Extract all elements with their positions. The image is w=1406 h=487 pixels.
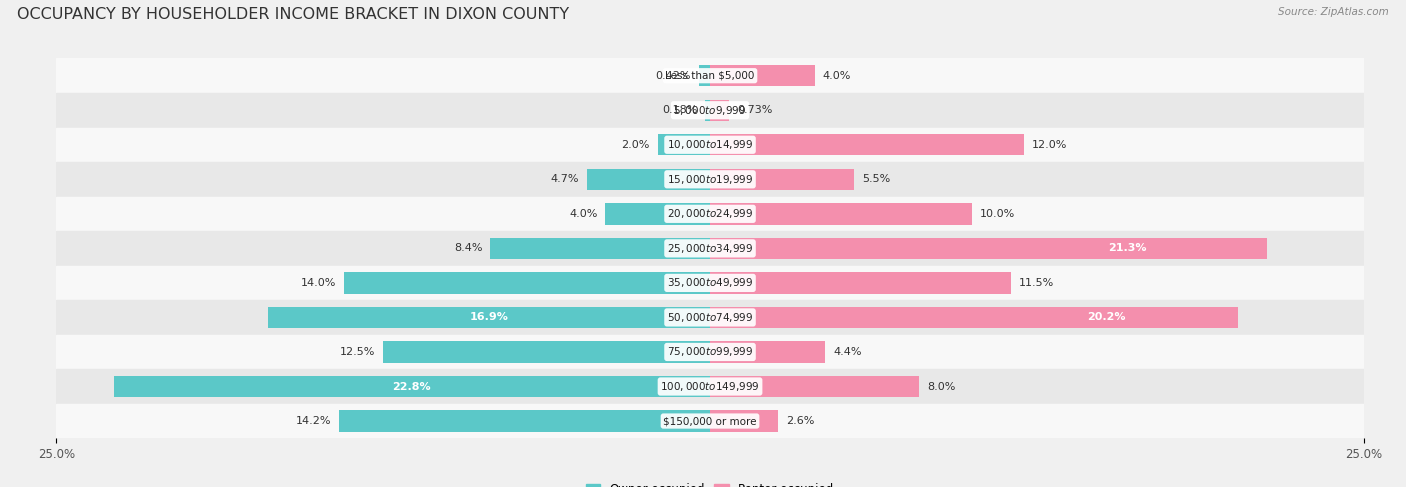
Text: 20.2%: 20.2% bbox=[1087, 313, 1125, 322]
Text: 4.0%: 4.0% bbox=[823, 71, 851, 81]
Bar bbox=[114, 376, 710, 397]
Text: 4.0%: 4.0% bbox=[569, 209, 598, 219]
Bar bbox=[56, 162, 1364, 197]
Text: $10,000 to $14,999: $10,000 to $14,999 bbox=[666, 138, 754, 151]
Text: 22.8%: 22.8% bbox=[392, 381, 432, 392]
Text: 12.5%: 12.5% bbox=[340, 347, 375, 357]
Text: 0.42%: 0.42% bbox=[655, 71, 692, 81]
Text: 5.5%: 5.5% bbox=[862, 174, 890, 184]
Bar bbox=[56, 93, 1364, 128]
Bar bbox=[56, 128, 1364, 162]
Text: 2.6%: 2.6% bbox=[786, 416, 814, 426]
Bar bbox=[56, 265, 1364, 300]
Text: $15,000 to $19,999: $15,000 to $19,999 bbox=[666, 173, 754, 186]
Bar bbox=[344, 272, 710, 294]
Bar bbox=[710, 134, 1024, 155]
Bar bbox=[710, 341, 825, 363]
Bar bbox=[56, 300, 1364, 335]
Text: 0.18%: 0.18% bbox=[662, 105, 697, 115]
Bar bbox=[491, 238, 710, 259]
Text: 8.4%: 8.4% bbox=[454, 244, 482, 253]
Bar bbox=[710, 272, 1011, 294]
Bar bbox=[710, 203, 972, 225]
Text: 4.4%: 4.4% bbox=[832, 347, 862, 357]
Text: 16.9%: 16.9% bbox=[470, 313, 509, 322]
Text: OCCUPANCY BY HOUSEHOLDER INCOME BRACKET IN DIXON COUNTY: OCCUPANCY BY HOUSEHOLDER INCOME BRACKET … bbox=[17, 7, 569, 22]
Bar bbox=[710, 99, 730, 121]
Bar bbox=[56, 231, 1364, 265]
Bar bbox=[56, 404, 1364, 438]
Text: 11.5%: 11.5% bbox=[1018, 278, 1054, 288]
Text: $25,000 to $34,999: $25,000 to $34,999 bbox=[666, 242, 754, 255]
Text: Source: ZipAtlas.com: Source: ZipAtlas.com bbox=[1278, 7, 1389, 18]
Text: $50,000 to $74,999: $50,000 to $74,999 bbox=[666, 311, 754, 324]
Text: $20,000 to $24,999: $20,000 to $24,999 bbox=[666, 207, 754, 220]
Legend: Owner-occupied, Renter-occupied: Owner-occupied, Renter-occupied bbox=[581, 478, 839, 487]
Bar bbox=[382, 341, 710, 363]
Bar bbox=[706, 99, 710, 121]
Bar bbox=[710, 307, 1239, 328]
Bar bbox=[56, 369, 1364, 404]
Text: 0.73%: 0.73% bbox=[737, 105, 772, 115]
Text: Less than $5,000: Less than $5,000 bbox=[665, 71, 755, 81]
Text: 12.0%: 12.0% bbox=[1032, 140, 1067, 150]
Bar bbox=[339, 411, 710, 432]
Text: $75,000 to $99,999: $75,000 to $99,999 bbox=[666, 345, 754, 358]
Text: 14.0%: 14.0% bbox=[301, 278, 336, 288]
Text: $150,000 or more: $150,000 or more bbox=[664, 416, 756, 426]
Bar bbox=[710, 411, 778, 432]
Text: 14.2%: 14.2% bbox=[295, 416, 330, 426]
Bar bbox=[710, 169, 853, 190]
Text: 21.3%: 21.3% bbox=[1108, 244, 1147, 253]
Bar bbox=[699, 65, 710, 86]
Bar bbox=[588, 169, 710, 190]
Text: 8.0%: 8.0% bbox=[927, 381, 956, 392]
Bar bbox=[658, 134, 710, 155]
Text: 2.0%: 2.0% bbox=[621, 140, 650, 150]
Text: 4.7%: 4.7% bbox=[551, 174, 579, 184]
Bar bbox=[269, 307, 710, 328]
Text: $100,000 to $149,999: $100,000 to $149,999 bbox=[661, 380, 759, 393]
Bar bbox=[56, 197, 1364, 231]
Bar bbox=[710, 238, 1267, 259]
Bar bbox=[56, 58, 1364, 93]
Text: $5,000 to $9,999: $5,000 to $9,999 bbox=[673, 104, 747, 117]
Text: $35,000 to $49,999: $35,000 to $49,999 bbox=[666, 277, 754, 289]
Bar bbox=[710, 65, 814, 86]
Bar bbox=[606, 203, 710, 225]
Bar bbox=[710, 376, 920, 397]
Text: 10.0%: 10.0% bbox=[980, 209, 1015, 219]
Bar bbox=[56, 335, 1364, 369]
